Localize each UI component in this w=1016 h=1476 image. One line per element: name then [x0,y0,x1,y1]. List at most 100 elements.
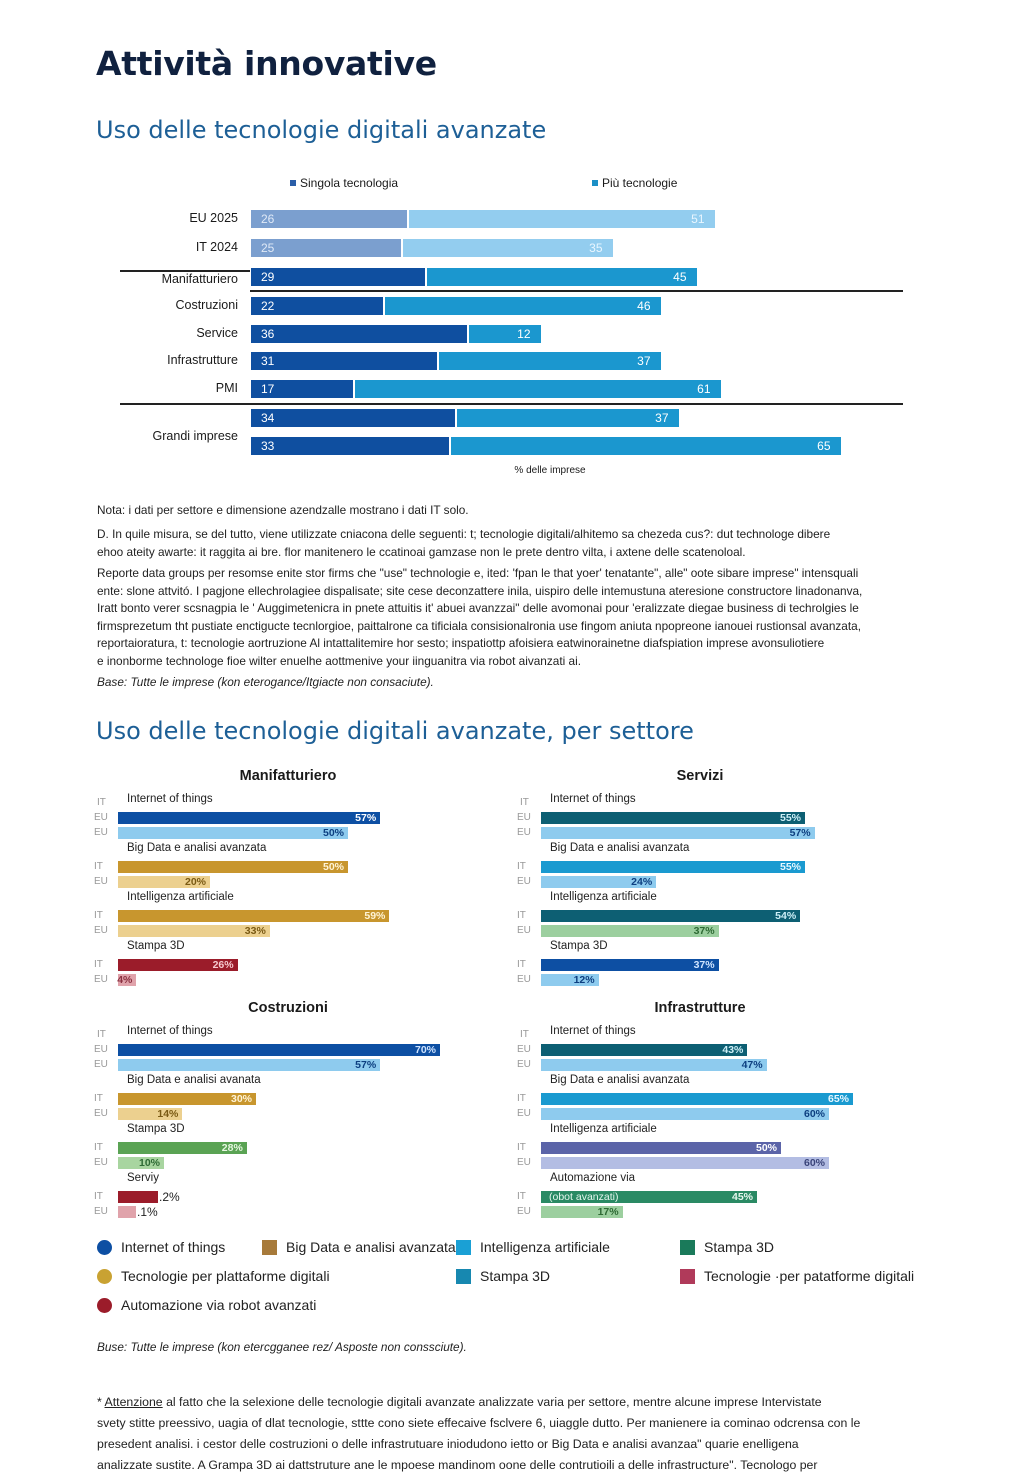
series-side-label: IT [97,797,106,808]
bar: 59% [118,910,390,922]
text-line: reportaioratura, t: tecnologie aortruzio… [97,636,825,650]
report-text: Reporte data groups per resomse enite st… [97,565,927,670]
text-line: presedent analisi. i cestor delle costru… [97,1437,799,1451]
bar: 26% [118,959,238,971]
bar: .2% [118,1191,180,1203]
series-side-label: EU [517,812,531,823]
category-label: EU 2025 [189,211,238,225]
series-side-label: EU [517,925,531,936]
category-label: Stampa 3D [127,940,185,952]
category-label: Big Data e analisi avanata [127,1074,261,1086]
data-label: 45% [731,1191,753,1203]
text-span: al fatto che la selexione delle tecnolog… [162,1395,822,1409]
series-side-label: EU [517,1206,531,1217]
category-label: Serviy [127,1172,159,1184]
series-side-label: EU [94,974,108,985]
series-side-label: IT [517,910,526,921]
text-line: D. In quile misura, se del tutto, viene … [97,527,831,541]
data-label: 24% [631,876,653,888]
bar: 55% [541,861,805,873]
data-label: 17% [597,1206,619,1218]
attention-word: Attenzione [104,1395,163,1409]
bar: 57% [118,812,381,824]
data-label: 26% [212,959,234,971]
category-label: Service [196,326,238,340]
legend-item: Intelligenza artificiale [456,1239,610,1255]
text-line: firmsprezetum tht pustiate enctigucte te… [97,618,861,633]
legend-label: Stampa 3D [704,1239,775,1255]
bar-single: 31 [251,352,437,370]
bar: .1% [118,1206,158,1218]
bar: 14% [118,1108,183,1120]
series-side-label: EU [94,1059,108,1070]
bar: 30% [118,1093,256,1105]
text-line: ehoo ateity awarte: it raggita ai bre. f… [97,544,746,559]
circle-swatch-icon [97,1268,112,1284]
legend-label: Intelligenza artificiale [480,1239,610,1255]
series-side-label: IT [94,861,103,872]
data-label: 37 [655,411,669,425]
bar-multi: 37 [438,352,661,370]
bar-inner-label: (obot avanzati) [549,1191,619,1203]
bar: 37% [541,925,719,937]
stacked-bar-chart: Singola tecnologia Più tecnologie % dell… [0,0,1016,480]
text-line: Iratt bonto verer scsnagpia le ' Auggime… [97,601,859,615]
series-side-label: IT [520,797,529,808]
series-side-label: IT [94,1093,103,1104]
category-label: Internet of things [550,1025,636,1037]
divider [120,270,250,272]
data-label: .1% [137,1205,158,1219]
footer-note: * Attenzione al fatto che la selexione d… [97,1392,927,1476]
text-line: ente: slone attvitó. I pagjone ellechrol… [97,583,863,598]
data-label: 10% [138,1157,160,1169]
data-label: 46 [637,299,651,313]
series-side-label: EU [94,1157,108,1168]
series-side-label: IT [94,1191,103,1202]
series-side-label: EU [517,827,531,838]
bar: 12% [541,974,599,986]
bar: 4% [117,974,137,986]
data-label: 54% [775,910,797,922]
data-label: 57% [355,812,377,824]
data-label: 37 [637,354,651,368]
bar: 55% [541,812,805,824]
data-label: 51 [691,212,705,226]
data-label: 35 [589,241,603,255]
data-label: 43% [722,1044,744,1056]
series-side-label: IT [517,1142,526,1153]
series-side-label: EU [517,876,531,887]
category-label: Infrastrutture [167,353,238,367]
data-label: 31 [261,354,275,368]
data-label: 60% [803,1157,825,1169]
data-label: 37% [693,959,715,971]
category-label: Stampa 3D [550,940,608,952]
question-text: D. In quile misura, se del tutto, viene … [97,526,927,561]
bar: 70% [118,1044,440,1056]
bar: 17% [541,1206,623,1218]
bar: 10% [118,1157,164,1169]
legend-swatch [290,180,296,186]
bar-single: 26 [251,210,407,228]
bar: 33% [118,925,270,937]
bar: (obot avanzati) 45% [541,1191,757,1203]
legend-item-single: Singola tecnologia [290,176,398,190]
category-label: Intelligenza artificiale [127,891,234,903]
category-label: Big Data e analisi avanzata [550,842,690,854]
text-line: svety stitte preessivo, uagia of dlat te… [97,1416,861,1430]
bar-single: 36 [251,325,467,343]
series-side-label: EU [94,1044,108,1055]
data-label: 50% [322,861,344,873]
series-side-label: EU [94,812,108,823]
circle-swatch-icon [97,1239,112,1255]
series-side-label: IT [94,959,103,970]
data-label: 33% [244,925,266,937]
bar: 28% [118,1142,247,1154]
category-label: Manifatturiero [161,272,238,286]
category-label: Stampa 3D [127,1123,185,1135]
data-label: .2% [159,1190,180,1204]
bar-multi: 46 [384,297,661,315]
bar-multi: 45 [426,268,697,286]
legend-item: Big Data e analisi avanzata [262,1239,456,1255]
bar-multi: 51 [408,210,715,228]
bar: 43% [541,1044,748,1056]
